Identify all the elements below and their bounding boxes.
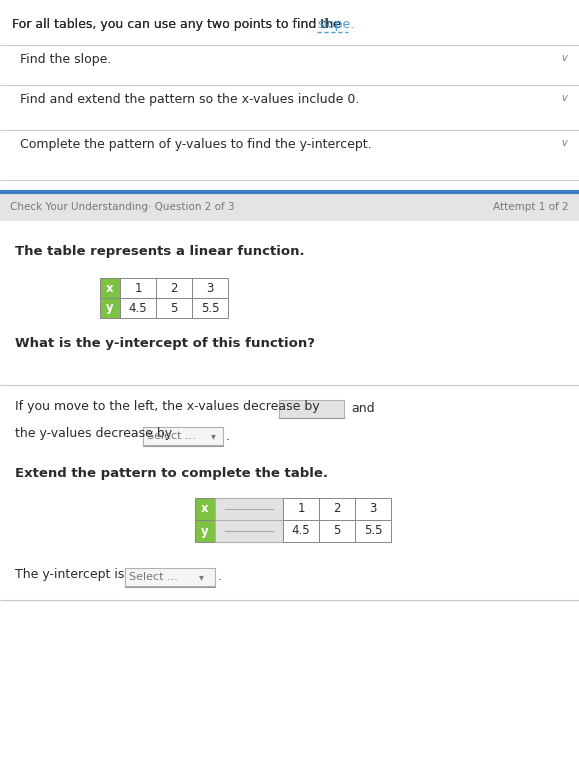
Text: Check Your Understanding· Question 2 of 3: Check Your Understanding· Question 2 of …: [10, 202, 234, 212]
Bar: [319, 520, 355, 542]
Bar: [283, 498, 319, 520]
Text: .: .: [218, 571, 222, 584]
Bar: [195, 520, 215, 542]
Text: x: x: [106, 281, 114, 295]
Text: ▾: ▾: [211, 431, 216, 441]
Text: 3: 3: [206, 281, 214, 295]
Bar: [0, 193, 579, 767]
Bar: [0, 193, 579, 221]
Text: For all tables, you can use any two points to find the: For all tables, you can use any two poin…: [12, 18, 345, 31]
Text: and: and: [351, 403, 375, 416]
Text: y: y: [106, 301, 114, 314]
Text: the y-values decrease by: the y-values decrease by: [15, 427, 172, 440]
Text: Extend the pattern to complete the table.: Extend the pattern to complete the table…: [15, 467, 328, 480]
Text: ▾: ▾: [199, 572, 204, 582]
Bar: [192, 298, 228, 318]
Text: Select ...: Select ...: [129, 572, 178, 582]
Bar: [195, 498, 215, 520]
Text: 3: 3: [369, 502, 377, 515]
Bar: [319, 498, 355, 520]
Text: What is the y-intercept of this function?: What is the y-intercept of this function…: [15, 337, 315, 350]
Text: Attempt 1 of 2: Attempt 1 of 2: [493, 202, 569, 212]
Bar: [0, 221, 579, 767]
Text: Select ...: Select ...: [147, 431, 196, 441]
Text: slope.: slope.: [317, 18, 354, 31]
Text: The y-intercept is: The y-intercept is: [15, 568, 124, 581]
Text: 5: 5: [334, 525, 340, 538]
Text: 4.5: 4.5: [129, 301, 147, 314]
Text: 2: 2: [334, 502, 341, 515]
Text: 1: 1: [297, 502, 305, 515]
Bar: [143, 427, 223, 445]
Text: If you move to the left, the x-values decrease by: If you move to the left, the x-values de…: [15, 400, 320, 413]
Bar: [355, 520, 391, 542]
Bar: [100, 278, 120, 298]
Text: .: .: [226, 430, 230, 443]
Text: Find the slope.: Find the slope.: [20, 53, 111, 66]
Text: 5: 5: [170, 301, 178, 314]
Text: v: v: [561, 53, 567, 63]
Bar: [215, 520, 283, 542]
Bar: [283, 520, 319, 542]
Text: 1: 1: [134, 281, 142, 295]
Text: 5.5: 5.5: [364, 525, 382, 538]
Bar: [156, 298, 192, 318]
Text: 2: 2: [170, 281, 178, 295]
Text: y: y: [201, 525, 209, 538]
Text: 5.5: 5.5: [201, 301, 219, 314]
Text: Find and extend the pattern so the x-values include 0.: Find and extend the pattern so the x-val…: [20, 93, 360, 106]
Text: For all tables, you can use any two points to find the: For all tables, you can use any two poin…: [12, 18, 345, 31]
Bar: [125, 568, 215, 586]
Text: 4.5: 4.5: [292, 525, 310, 538]
Bar: [279, 400, 344, 418]
Bar: [120, 278, 156, 298]
Text: The table represents a linear function.: The table represents a linear function.: [15, 245, 305, 258]
Text: Complete the pattern of y-values to find the y-intercept.: Complete the pattern of y-values to find…: [20, 138, 372, 151]
Bar: [0, 0, 579, 192]
Text: x: x: [201, 502, 209, 515]
Bar: [100, 298, 120, 318]
Bar: [355, 498, 391, 520]
Text: For all tables, you can use any two points to find the slope.: For all tables, you can use any two poin…: [12, 18, 382, 31]
Bar: [156, 278, 192, 298]
Bar: [120, 298, 156, 318]
Bar: [192, 278, 228, 298]
Text: v: v: [561, 93, 567, 103]
Text: v: v: [561, 138, 567, 148]
Bar: [215, 498, 283, 520]
